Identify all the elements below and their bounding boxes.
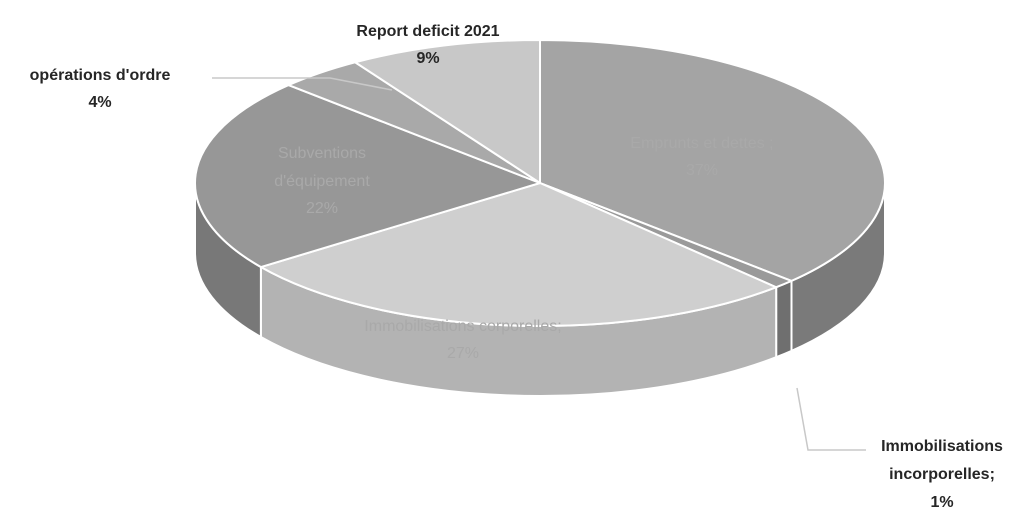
slice-label-line: Emprunts et dettes ; bbox=[630, 135, 773, 152]
slice-label-report: Report deficit 2021 9% bbox=[356, 23, 499, 67]
pie-slice-corporelles bbox=[259, 182, 778, 327]
slice-label-line: opérations d'ordre bbox=[30, 67, 171, 84]
slice-label-line: d'équipement bbox=[274, 173, 370, 190]
slice-label-line: Immobilisations bbox=[881, 438, 1003, 455]
leader-line-operations bbox=[212, 77, 393, 91]
slice-label-line: incorporelles; bbox=[889, 466, 995, 483]
slice-label-line: Report deficit 2021 bbox=[356, 23, 499, 40]
pie-side-incorporelles bbox=[775, 279, 793, 359]
slice-label-line: 37% bbox=[686, 162, 718, 179]
slice-labels: Emprunts et dettes ; 37% Immobilisations in… bbox=[30, 23, 1003, 511]
slice-label-line: 27% bbox=[447, 345, 479, 362]
leader-line-incorporelles bbox=[796, 387, 866, 451]
leader-lines bbox=[212, 77, 866, 451]
slice-label-line: 1% bbox=[930, 494, 953, 511]
slice-label-line: 22% bbox=[306, 200, 338, 217]
slice-label-line: Subventions bbox=[278, 145, 366, 162]
slice-label-line: 4% bbox=[88, 94, 111, 111]
slice-label-incorporelles: Immobilisations incorporelles; 1% bbox=[881, 438, 1003, 511]
slice-label-line: 9% bbox=[416, 50, 439, 67]
pie-slice-report bbox=[354, 39, 541, 184]
pie-top-faces bbox=[194, 39, 886, 327]
slice-label-emprunts: Emprunts et dettes ; 37% bbox=[630, 135, 773, 179]
slice-label-operations: opérations d'ordre 4% bbox=[30, 67, 171, 111]
pie-slice-emprunts bbox=[539, 39, 886, 282]
slice-label-corporelles: Immobilisations corporelles; 27% bbox=[364, 318, 561, 362]
slice-label-line: Immobilisations corporelles; bbox=[364, 318, 561, 335]
slice-label-subventions: Subventions d'équipement 22% bbox=[274, 145, 370, 217]
pie-slice-subventions bbox=[194, 84, 541, 269]
